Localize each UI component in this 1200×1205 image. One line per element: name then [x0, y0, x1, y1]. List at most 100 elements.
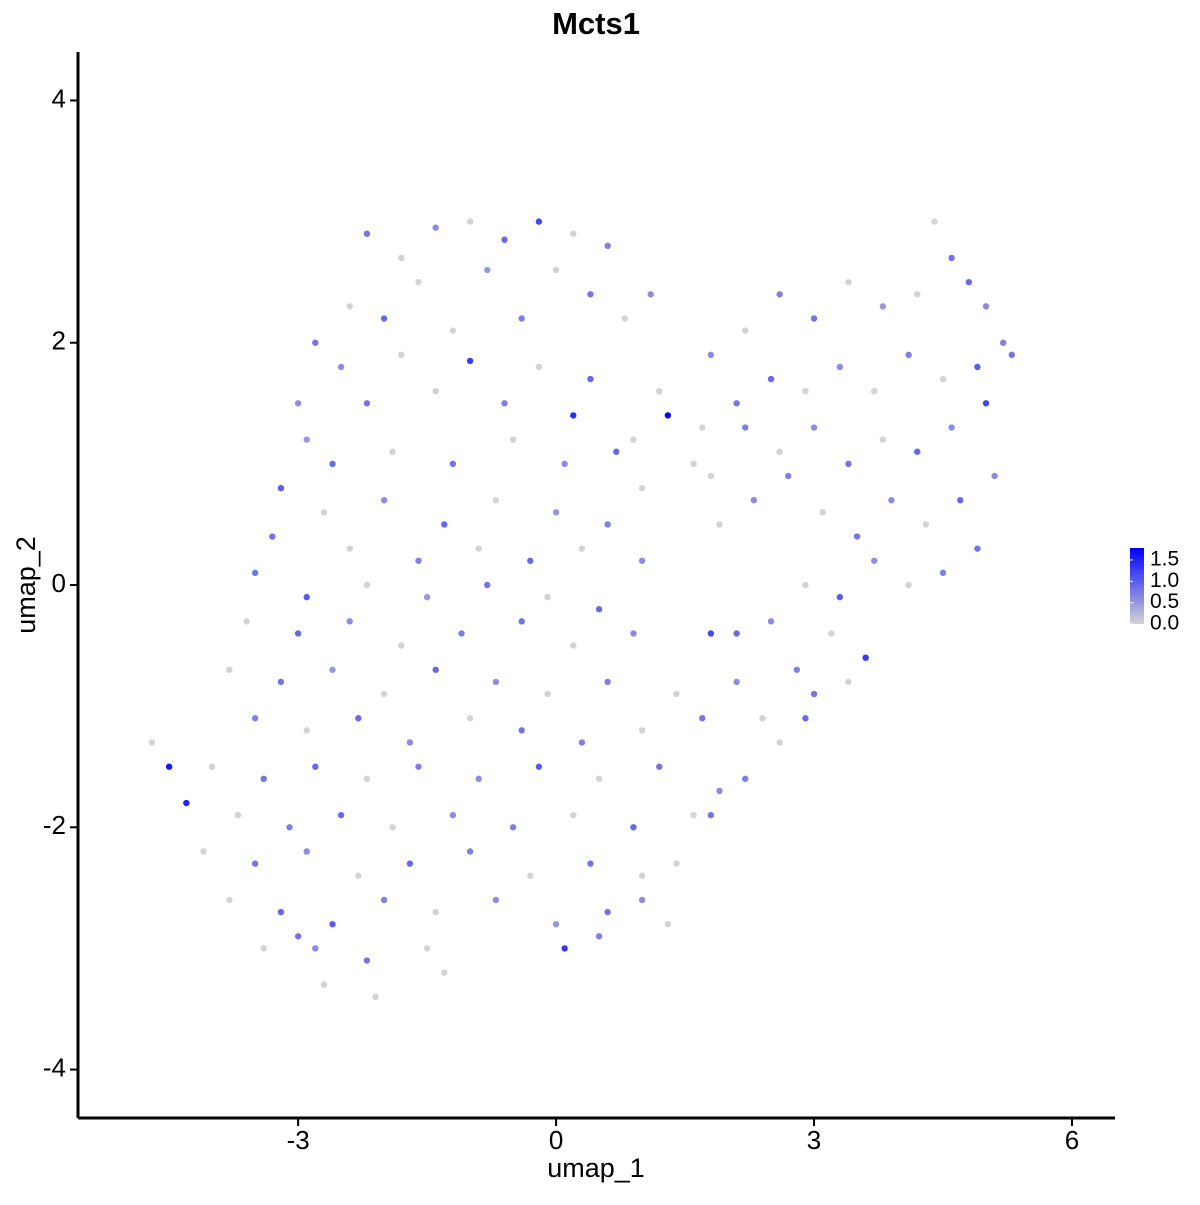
point [432, 908, 439, 916]
point [673, 860, 680, 867]
point [423, 945, 431, 952]
point [312, 339, 319, 346]
point [604, 678, 611, 686]
point [251, 569, 259, 577]
point [243, 618, 250, 625]
point [269, 533, 276, 540]
point [552, 266, 560, 274]
point [570, 811, 577, 819]
point [544, 690, 551, 698]
point [638, 484, 646, 492]
point [372, 993, 379, 1001]
point [707, 472, 715, 480]
point [312, 945, 319, 952]
point [1008, 351, 1016, 359]
point [690, 460, 697, 468]
point [750, 497, 758, 504]
point [312, 763, 319, 770]
point [552, 509, 560, 516]
point [699, 715, 706, 722]
point [570, 642, 577, 649]
point [561, 460, 568, 468]
point [810, 690, 818, 698]
point [853, 533, 861, 540]
point [432, 387, 439, 395]
point [836, 593, 844, 601]
point [905, 351, 912, 359]
point [329, 666, 336, 673]
point [664, 920, 672, 928]
point [845, 278, 852, 286]
point [337, 363, 345, 371]
point [518, 315, 525, 322]
point [251, 715, 259, 722]
point [492, 497, 500, 504]
point [363, 957, 371, 964]
point [742, 775, 749, 783]
point [690, 811, 697, 819]
point [991, 472, 998, 480]
point [320, 981, 328, 988]
point [914, 448, 921, 455]
point [595, 606, 603, 613]
point [226, 896, 233, 904]
point [810, 424, 818, 431]
point [742, 327, 749, 334]
colorbar-label: 1.0 [1150, 569, 1179, 592]
point [931, 218, 938, 225]
point [776, 448, 783, 455]
point [613, 448, 620, 455]
x-tick-label: -3 [287, 1125, 310, 1155]
x-tick-label: 0 [549, 1125, 563, 1155]
point [707, 811, 715, 819]
y-tick-label: 2 [52, 326, 66, 356]
point [638, 872, 646, 879]
y-tick-label: 0 [52, 568, 66, 598]
point [948, 424, 955, 431]
point [785, 472, 792, 480]
point [638, 896, 646, 904]
point [819, 509, 826, 516]
point [277, 908, 285, 916]
point [363, 230, 371, 237]
point [802, 581, 809, 589]
point [707, 630, 715, 637]
point [604, 908, 611, 916]
point [587, 375, 594, 383]
point [329, 920, 336, 928]
point [165, 763, 173, 770]
point [793, 666, 801, 673]
point [449, 811, 457, 819]
point [475, 775, 482, 783]
point [234, 811, 242, 819]
point [527, 557, 534, 564]
point [380, 690, 388, 698]
point [733, 630, 740, 637]
point [484, 266, 491, 274]
point [337, 811, 345, 819]
point [888, 497, 895, 504]
point [183, 799, 190, 807]
point [535, 363, 543, 371]
point [277, 678, 285, 686]
point [294, 630, 302, 637]
point [363, 775, 371, 783]
point [415, 278, 422, 286]
point [982, 303, 990, 310]
point [810, 315, 818, 322]
point [380, 497, 388, 504]
point [802, 715, 809, 722]
point [630, 824, 637, 831]
point [604, 242, 611, 250]
point [492, 896, 500, 904]
point [879, 436, 887, 443]
point [294, 933, 302, 940]
point [630, 630, 637, 637]
point [363, 581, 371, 589]
x-tick-label: 6 [1065, 1125, 1079, 1155]
point [200, 848, 207, 855]
point [621, 315, 629, 322]
point [346, 618, 353, 625]
point [380, 315, 388, 322]
